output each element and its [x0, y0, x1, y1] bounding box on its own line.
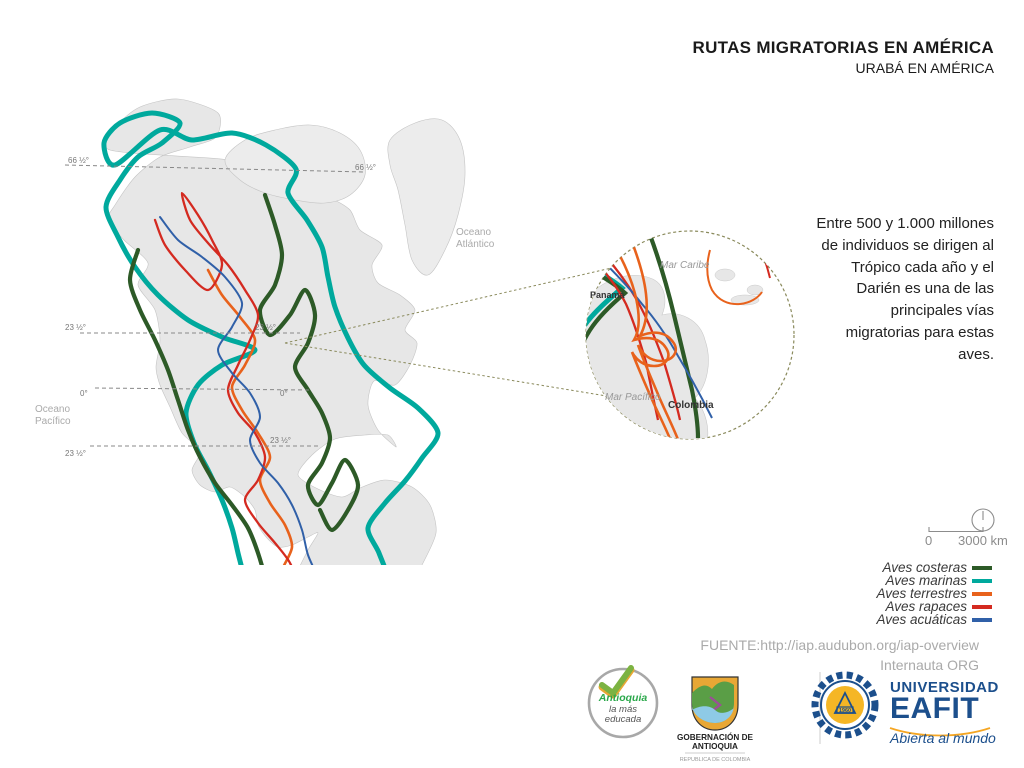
svg-text:Colombia: Colombia: [668, 400, 714, 411]
svg-text:0: 0: [925, 533, 932, 548]
svg-text:0°: 0°: [80, 389, 88, 398]
svg-text:23 ½°: 23 ½°: [65, 449, 86, 458]
svg-text:REPUBLICA DE COLOMBIA: REPUBLICA DE COLOMBIA: [680, 757, 751, 763]
svg-text:Mar Pacífico: Mar Pacífico: [605, 392, 661, 403]
svg-text:Abierta al mundo: Abierta al mundo: [889, 730, 996, 746]
svg-text:1960: 1960: [839, 708, 851, 714]
svg-text:EAFIT: EAFIT: [890, 692, 979, 725]
svg-text:Pacífico: Pacífico: [35, 416, 71, 427]
svg-text:66 ½°: 66 ½°: [68, 156, 89, 165]
svg-text:66 ½°: 66 ½°: [355, 163, 376, 172]
svg-text:Atlántico: Atlántico: [456, 239, 495, 250]
svg-text:0°: 0°: [280, 389, 288, 398]
svg-text:3000 km: 3000 km: [958, 533, 1008, 548]
svg-text:23 ½°: 23 ½°: [255, 323, 276, 332]
svg-text:Panamá: Panamá: [590, 290, 626, 300]
svg-text:23 ½°: 23 ½°: [65, 323, 86, 332]
svg-text:Aves acuáticas: Aves acuáticas: [875, 612, 967, 627]
svg-text:Oceano: Oceano: [456, 227, 491, 238]
svg-text:Mar Caribe: Mar Caribe: [660, 260, 710, 271]
svg-text:ANTIOQUIA: ANTIOQUIA: [692, 742, 738, 751]
svg-text:GOBERNACIÓN DE: GOBERNACIÓN DE: [677, 731, 754, 742]
svg-text:23 ½°: 23 ½°: [270, 436, 291, 445]
svg-text:Antioquia: Antioquia: [598, 692, 648, 704]
svg-text:Oceano: Oceano: [35, 404, 70, 415]
svg-text:educada: educada: [605, 714, 641, 725]
